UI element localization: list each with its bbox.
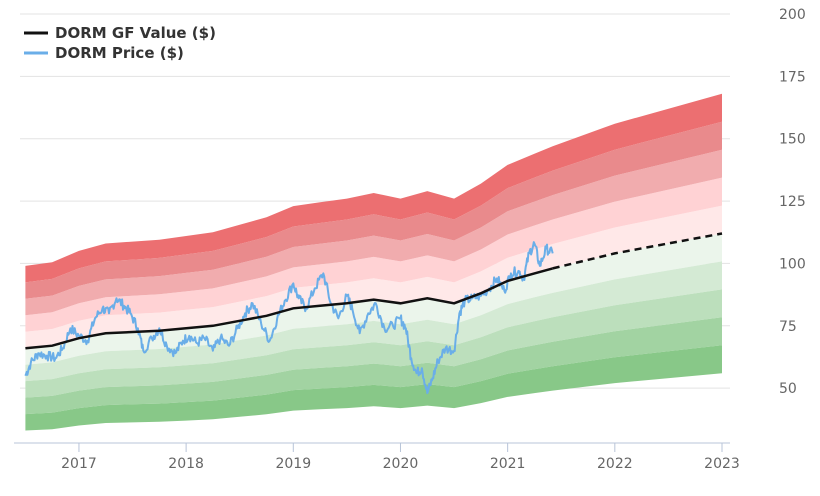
y-tick-label: 50	[779, 381, 797, 397]
legend-item-price[interactable]: DORM Price ($)	[24, 44, 184, 62]
band-lower-3	[25, 289, 722, 398]
x-tick-label: 2023	[704, 456, 740, 472]
series-lines	[24, 232, 723, 395]
band-upper-5	[25, 93, 722, 283]
legend-label-price: DORM Price ($)	[55, 44, 184, 62]
y-tick-label: 150	[779, 132, 806, 148]
band-lower-1	[25, 233, 722, 365]
legend: DORM GF Value ($) DORM Price ($)	[24, 24, 216, 62]
y-tick-label: 125	[779, 194, 806, 210]
x-tick-label: 2019	[275, 456, 311, 472]
y-tick-label: 200	[779, 7, 806, 23]
band-upper-2	[25, 177, 722, 332]
x-tick-label: 2020	[383, 456, 419, 472]
valuation-bands	[25, 93, 722, 431]
band-upper-4	[25, 121, 722, 299]
band-lower-5	[25, 345, 722, 431]
x-tick-label: 2018	[168, 456, 204, 472]
band-lower-4	[25, 317, 722, 415]
y-tick-label: 175	[779, 69, 806, 85]
x-tick-label: 2017	[61, 456, 97, 472]
y-tick-label: 100	[779, 256, 806, 272]
band-upper-1	[25, 205, 722, 349]
gf-value-projection-line	[552, 232, 723, 270]
x-tick-label: 2021	[490, 456, 526, 472]
gf-value-line	[25, 267, 554, 350]
y-tick-label: 75	[779, 319, 797, 335]
band-upper-3	[25, 149, 722, 316]
x-tick-label: 2022	[597, 456, 633, 472]
band-lower-2	[25, 261, 722, 382]
legend-item-gf-value[interactable]: DORM GF Value ($)	[24, 24, 216, 42]
legend-label-gf-value: DORM GF Value ($)	[55, 24, 216, 42]
axes: 50 75 100 125 150 175 200 2017 2018 2019 2020 2021 2…	[14, 7, 806, 472]
